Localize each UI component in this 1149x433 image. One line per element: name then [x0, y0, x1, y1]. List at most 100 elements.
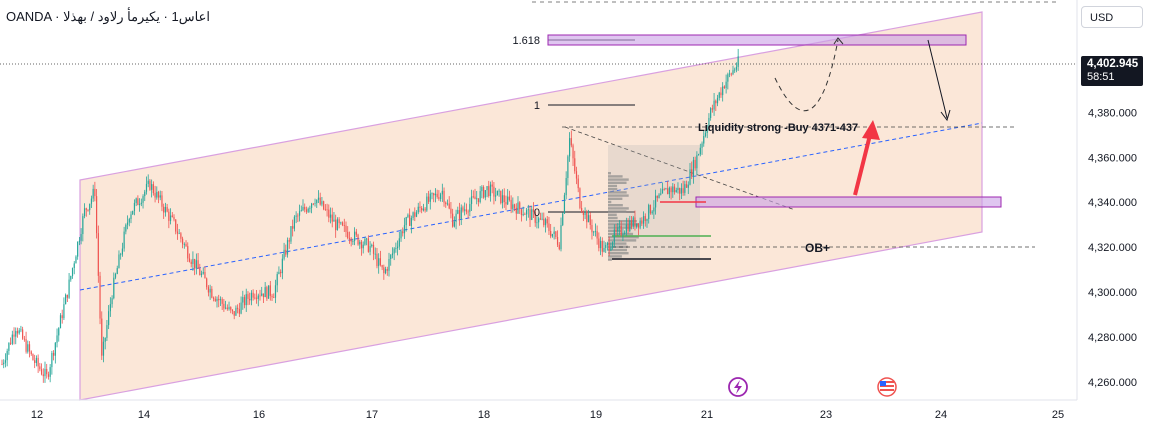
candle-body [711, 108, 713, 110]
candle-body [96, 196, 98, 234]
candle-body [336, 219, 338, 231]
fib-1618-zone[interactable] [547, 34, 967, 46]
candle-body [1, 364, 3, 365]
x-axis[interactable]: 12 14 16 17 18 19 21 23 24 25 [31, 409, 1064, 421]
candle-body [716, 97, 719, 104]
x-tick-label: 23 [820, 409, 832, 421]
us-flag-icon[interactable] [877, 377, 897, 397]
candle-body [316, 199, 318, 204]
candles [1, 48, 739, 383]
candle-body [612, 242, 614, 248]
candle-body [605, 244, 607, 248]
volume-profile-bar [608, 204, 623, 207]
projection-path[interactable] [774, 39, 839, 112]
candle-body [641, 220, 643, 224]
last-price-badge: 4,402.945 58:51 [1081, 56, 1143, 86]
candle-body [188, 258, 191, 262]
candle-body [261, 293, 263, 296]
candle-body [517, 202, 519, 214]
candle-body [679, 187, 681, 194]
volume-profile-bar [608, 172, 611, 175]
x-tick-label: 18 [478, 409, 490, 421]
candle-body [75, 256, 77, 264]
candle-body [684, 184, 686, 193]
candle-body [622, 234, 624, 235]
candle-body [53, 352, 55, 356]
volume-profile-bar [608, 239, 637, 242]
y-axis[interactable]: 4,380.000 4,360.000 4,340.000 4,320.000 4,30… [1088, 107, 1137, 389]
demand-zone[interactable] [695, 196, 1002, 208]
candle-body [462, 207, 464, 211]
volume-profile-bar [608, 220, 637, 223]
candle-body [510, 199, 512, 209]
candle-body [481, 187, 483, 192]
candle-body [692, 159, 695, 177]
down-arrow[interactable] [927, 39, 948, 119]
candle-body [496, 190, 498, 196]
candle-body [10, 342, 12, 344]
candle-body [357, 234, 359, 245]
candle-body [46, 368, 48, 375]
candle-body [323, 201, 325, 210]
lightning-icon[interactable] [728, 377, 748, 397]
candle-body [534, 212, 536, 223]
x-tick-label: 24 [935, 409, 947, 421]
candle-body [80, 234, 82, 241]
currency-button[interactable]: USD [1081, 6, 1143, 28]
candle-body [354, 231, 356, 242]
candle-body [35, 357, 37, 363]
candle-body [247, 294, 249, 299]
candle-body [228, 307, 230, 310]
candle-body [324, 209, 326, 211]
candle-body [556, 237, 559, 245]
candle-body [118, 254, 120, 269]
trend-line[interactable] [79, 122, 983, 291]
candle-body [421, 207, 423, 211]
candle-body [629, 220, 631, 232]
candle-body [235, 307, 237, 316]
candle-body [601, 240, 603, 252]
volume-profile-bar [608, 210, 627, 213]
candle-body [71, 268, 74, 277]
candle-body [335, 219, 337, 231]
candle-body [212, 297, 215, 299]
candle-body [526, 210, 528, 215]
candle-body [348, 238, 351, 239]
candle-body [142, 196, 144, 203]
candle-body [453, 221, 455, 227]
candle-body [620, 225, 622, 235]
candle-body [319, 197, 321, 205]
candle-body [417, 206, 419, 213]
candle-body [495, 195, 497, 197]
candle-body [178, 233, 180, 235]
candle-body [156, 191, 158, 198]
candle-body [673, 186, 676, 193]
candle-body [587, 215, 590, 223]
candle-body [106, 325, 108, 338]
candle-body [109, 304, 111, 312]
candle-body [113, 277, 115, 299]
candle-body [505, 202, 507, 205]
candle-body [708, 117, 710, 129]
candle-body [151, 184, 153, 190]
candle-body [254, 297, 256, 299]
candle-body [374, 253, 376, 255]
candle-body [412, 212, 414, 218]
candle-body [161, 195, 163, 207]
candle-body [457, 210, 459, 214]
candle-body [49, 367, 51, 377]
projection-arrowhead [833, 37, 844, 45]
candle-body [102, 341, 105, 356]
candle-body [464, 209, 466, 211]
candle-body [360, 241, 363, 249]
red-up-arrow[interactable] [853, 134, 872, 196]
candle-body [329, 214, 332, 218]
candle-body [180, 233, 182, 239]
candle-body [338, 219, 340, 224]
volume-profile-bar [608, 184, 618, 188]
candle-body [352, 241, 354, 242]
candle-body [359, 241, 361, 245]
candle-body [665, 188, 667, 190]
candle-body [488, 186, 490, 196]
